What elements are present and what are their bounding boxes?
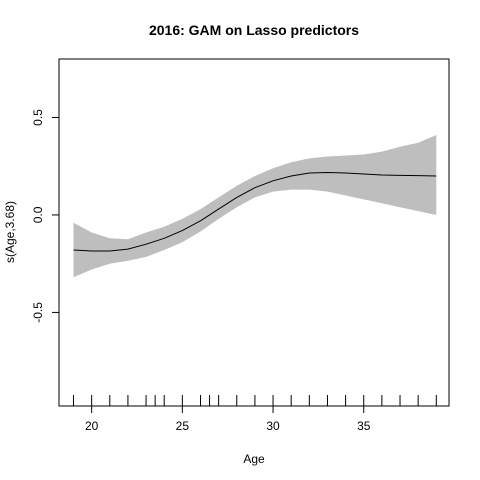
plot-frame — [58, 58, 450, 407]
smooth-line — [73, 171, 437, 252]
x-tick-label: 20 — [85, 419, 99, 433]
x-axis-label: Age — [243, 452, 265, 466]
y-tick-label: 0.5 — [31, 109, 45, 126]
y-tick-label: 0.0 — [31, 206, 45, 223]
x-tick-label: 25 — [176, 419, 190, 433]
confidence-band — [73, 135, 437, 278]
chart-title: 2016: GAM on Lasso predictors — [149, 22, 359, 38]
y-axis: -0.5 0.0 0.5 — [31, 109, 60, 323]
y-axis-label: s(Age,3.68) — [3, 201, 17, 263]
plot-area — [73, 135, 437, 406]
x-tick-label: 30 — [266, 419, 280, 433]
y-tick-label: -0.5 — [31, 302, 45, 323]
x-tick-label: 35 — [357, 419, 371, 433]
x-axis: 20 25 30 35 — [85, 405, 371, 433]
